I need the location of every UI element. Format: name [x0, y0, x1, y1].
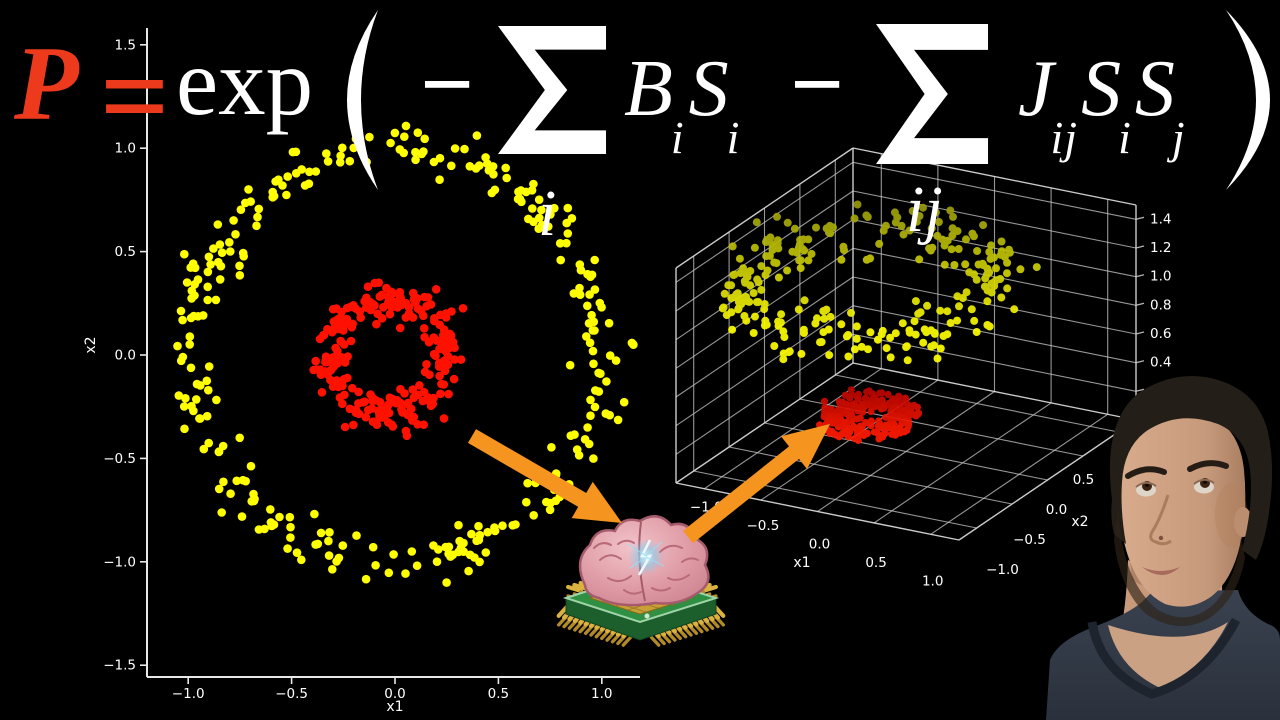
term1-B-sub: i — [670, 112, 686, 163]
plot2d-axis-labels: x1 x2 — [83, 336, 404, 715]
term2-J: J — [1018, 45, 1055, 133]
formula-equals: = — [100, 29, 170, 164]
sum1-sigma-icon — [498, 26, 607, 155]
svg-text:−0.5: −0.5 — [275, 686, 308, 702]
presenter-chest — [1108, 622, 1228, 688]
arrow-chip-to-3d — [683, 424, 830, 544]
presenter-face — [1119, 409, 1246, 607]
open-paren-glyph — [347, 10, 378, 190]
plot2d-ticks: 1.5 1.0 0.5 0.0 −0.5 −1.0 −1.5 −1.0 −0.5 0.0 0.5 1.… — [103, 37, 612, 702]
formula-lhs: P — [14, 25, 79, 142]
svg-text:−0.5: −0.5 — [1013, 532, 1046, 548]
plot2d-series-inner-circle — [309, 278, 468, 441]
plot3d-tick-labels: 0.20.40.60.81.01.21.4−1.0−0.50.00.51.0−1… — [690, 211, 1172, 589]
svg-text:0.5: 0.5 — [488, 686, 509, 702]
presenter-collar — [1087, 617, 1240, 699]
svg-text:−1.0: −1.0 — [986, 562, 1019, 578]
term2-S1-sub: i — [1118, 112, 1132, 163]
presenter-nostril — [1158, 535, 1164, 541]
presenter-nose — [1149, 494, 1172, 546]
svg-text:x1: x1 — [386, 699, 403, 715]
arrow-2d-to-chip — [467, 429, 622, 523]
brain-spark-rays — [627, 541, 665, 569]
formula-exp: exp — [176, 29, 314, 135]
svg-text:x1: x1 — [793, 555, 810, 571]
svg-text:−1.0: −1.0 — [172, 686, 205, 702]
formula-term-BS: BiSi — [624, 49, 744, 161]
sum2-sigma-icon — [876, 24, 989, 165]
svg-text:1.0: 1.0 — [591, 686, 612, 702]
presenter-pupil-left — [1145, 483, 1149, 487]
plot3d-series-red-ring — [816, 386, 923, 444]
svg-text:x2: x2 — [1071, 514, 1088, 530]
plot2d-axes — [146, 28, 640, 678]
presenter-lips — [1142, 567, 1180, 575]
plot3d-axis-labels: x1 x2 — [793, 514, 1088, 571]
svg-text:0.4: 0.4 — [1150, 355, 1171, 371]
sum2-subscript: ij — [906, 173, 943, 246]
svg-text:−1.5: −1.5 — [103, 658, 136, 674]
svg-text:1.0: 1.0 — [1150, 269, 1171, 285]
svg-text:1.0: 1.0 — [922, 573, 943, 589]
svg-text:−0.5: −0.5 — [103, 451, 136, 467]
formula-minus-1: − — [420, 31, 475, 137]
svg-text:0.0: 0.0 — [384, 686, 405, 702]
presenter-eyelid-right — [1193, 478, 1215, 485]
term1-S-sub: i — [726, 112, 742, 163]
svg-text:0.6: 0.6 — [1150, 326, 1171, 342]
term2-S2-sub: j — [1171, 112, 1186, 163]
svg-text:1.2: 1.2 — [1150, 240, 1171, 256]
formula-minus-2: − — [790, 31, 845, 137]
svg-text:1.4: 1.4 — [1150, 211, 1171, 227]
svg-text:−0.5: −0.5 — [747, 518, 780, 534]
brain-gyri — [593, 539, 699, 595]
svg-text:0.5: 0.5 — [115, 244, 136, 260]
svg-text:0.5: 0.5 — [865, 555, 886, 571]
svg-text:0.0: 0.0 — [1046, 502, 1067, 518]
svg-text:x2: x2 — [83, 336, 99, 353]
presenter-eyebrow-right — [1187, 460, 1229, 472]
presenter-pupil-right — [1203, 480, 1207, 484]
presenter-eyelid-left — [1135, 481, 1157, 488]
term2-S1: S — [1081, 45, 1123, 133]
svg-text:0.0: 0.0 — [809, 537, 830, 553]
plot3d-series-yellow-ring — [718, 200, 1041, 365]
svg-text:−1.0: −1.0 — [103, 554, 136, 570]
term2-S2: S — [1134, 45, 1176, 133]
sum1-subscript: i — [538, 177, 557, 250]
plot3d-grid — [675, 153, 1137, 535]
presenter-hair — [1109, 376, 1273, 560]
svg-text:0.0: 0.0 — [115, 348, 136, 364]
term1-B: B — [624, 45, 675, 133]
term2-J-sub: ij — [1050, 112, 1079, 163]
presenter-eyebrow-left — [1125, 466, 1167, 479]
svg-text:0.5: 0.5 — [1073, 472, 1094, 488]
svg-text:1.5: 1.5 — [115, 37, 136, 53]
formula-term-JSS: JijSiSj — [1018, 49, 1189, 161]
close-paren-glyph — [1226, 10, 1270, 190]
svg-text:0.8: 0.8 — [1150, 297, 1171, 313]
term1-S: S — [688, 45, 731, 133]
svg-text:1.0: 1.0 — [115, 141, 136, 157]
chip-screw — [644, 613, 650, 619]
